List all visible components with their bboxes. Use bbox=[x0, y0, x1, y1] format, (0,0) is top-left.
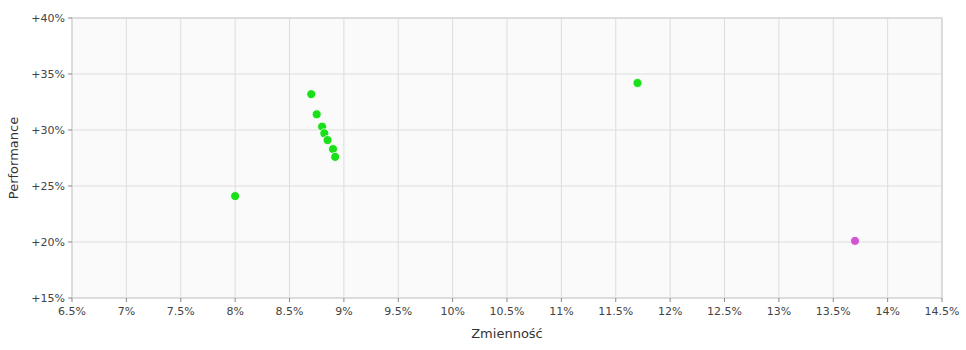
x-grid-line bbox=[398, 18, 399, 298]
axes: 6.5% 7% 7.5% 8% 8.5% 9% 9.5% 10% 10.5% 11% 11.5% 12… bbox=[31, 12, 959, 318]
x-tick-label: 13% bbox=[767, 305, 791, 318]
x-grid-line bbox=[507, 18, 508, 298]
scatter-point bbox=[307, 90, 316, 99]
x-tick-label: 7.5% bbox=[167, 305, 195, 318]
x-tick bbox=[561, 298, 562, 302]
x-grid-line bbox=[180, 18, 181, 298]
scatter-point bbox=[633, 78, 642, 87]
x-tick-label: 7% bbox=[118, 305, 135, 318]
y-tick-label: +30% bbox=[31, 124, 65, 137]
y-tick bbox=[68, 18, 72, 19]
y-grid-line bbox=[72, 186, 942, 187]
x-tick-label: 9.5% bbox=[384, 305, 412, 318]
x-tick bbox=[670, 298, 671, 302]
y-axis-label: Performance bbox=[6, 117, 21, 199]
x-tick bbox=[942, 298, 943, 302]
x-grid-line bbox=[778, 18, 779, 298]
y-tick bbox=[68, 242, 72, 243]
x-tick-label: 8.5% bbox=[276, 305, 304, 318]
x-tick bbox=[72, 298, 73, 302]
x-grid-line bbox=[887, 18, 888, 298]
x-tick bbox=[126, 298, 127, 302]
x-tick bbox=[507, 298, 508, 302]
x-tick bbox=[778, 298, 779, 302]
x-tick-label: 10% bbox=[440, 305, 464, 318]
y-tick bbox=[68, 298, 72, 299]
x-axis-label: Zmienność bbox=[471, 326, 543, 341]
x-grid-line bbox=[126, 18, 127, 298]
x-tick bbox=[180, 298, 181, 302]
chart-svg: 6.5% 7% 7.5% 8% 8.5% 9% 9.5% 10% 10.5% 11% 11.5% 12… bbox=[0, 0, 966, 350]
y-tick-label: +15% bbox=[31, 292, 65, 305]
series bbox=[851, 236, 860, 245]
x-tick-label: 12.5% bbox=[707, 305, 742, 318]
y-tick-label: +20% bbox=[31, 236, 65, 249]
x-tick bbox=[235, 298, 236, 302]
y-grid-line bbox=[72, 18, 942, 19]
x-tick-label: 14.5% bbox=[925, 305, 960, 318]
x-tick-label: 9% bbox=[335, 305, 352, 318]
x-grid-line bbox=[942, 18, 943, 298]
y-tick bbox=[68, 74, 72, 75]
scatter-point bbox=[312, 110, 321, 119]
x-grid-line bbox=[72, 18, 73, 298]
y-tick-label: +25% bbox=[31, 180, 65, 193]
x-grid-line bbox=[724, 18, 725, 298]
x-tick-label: 13.5% bbox=[816, 305, 851, 318]
y-tick-label: +40% bbox=[31, 12, 65, 25]
x-tick-label: 11.5% bbox=[598, 305, 633, 318]
plot-area bbox=[72, 18, 942, 298]
chart-container: 6.5% 7% 7.5% 8% 8.5% 9% 9.5% 10% 10.5% 11% 11.5% 12… bbox=[0, 0, 966, 350]
x-tick bbox=[724, 298, 725, 302]
x-grid-line bbox=[833, 18, 834, 298]
x-grid-line bbox=[615, 18, 616, 298]
x-tick-label: 10.5% bbox=[490, 305, 525, 318]
scatter-point bbox=[323, 136, 332, 145]
x-tick bbox=[398, 298, 399, 302]
x-grid-line bbox=[561, 18, 562, 298]
x-grid-line bbox=[670, 18, 671, 298]
x-grid-line bbox=[452, 18, 453, 298]
series bbox=[231, 78, 642, 200]
x-tick bbox=[887, 298, 888, 302]
x-tick-label: 12% bbox=[658, 305, 682, 318]
y-tick bbox=[68, 186, 72, 187]
x-grid-line bbox=[343, 18, 344, 298]
y-tick bbox=[68, 130, 72, 131]
y-grid-line bbox=[72, 74, 942, 75]
x-tick bbox=[833, 298, 834, 302]
x-tick-label: 11% bbox=[549, 305, 573, 318]
y-tick-label: +35% bbox=[31, 68, 65, 81]
x-tick bbox=[452, 298, 453, 302]
x-tick bbox=[289, 298, 290, 302]
y-grid-line bbox=[72, 242, 942, 243]
x-grid-line bbox=[235, 18, 236, 298]
scatter-point bbox=[331, 152, 340, 161]
x-tick bbox=[343, 298, 344, 302]
grid bbox=[72, 18, 942, 298]
scatter-point bbox=[231, 192, 240, 201]
points bbox=[231, 78, 860, 245]
x-tick bbox=[615, 298, 616, 302]
x-tick-label: 8% bbox=[226, 305, 243, 318]
x-tick-label: 14% bbox=[875, 305, 899, 318]
x-grid-line bbox=[289, 18, 290, 298]
scatter-point bbox=[851, 236, 860, 245]
x-tick-label: 6.5% bbox=[58, 305, 86, 318]
y-grid-line bbox=[72, 130, 942, 131]
